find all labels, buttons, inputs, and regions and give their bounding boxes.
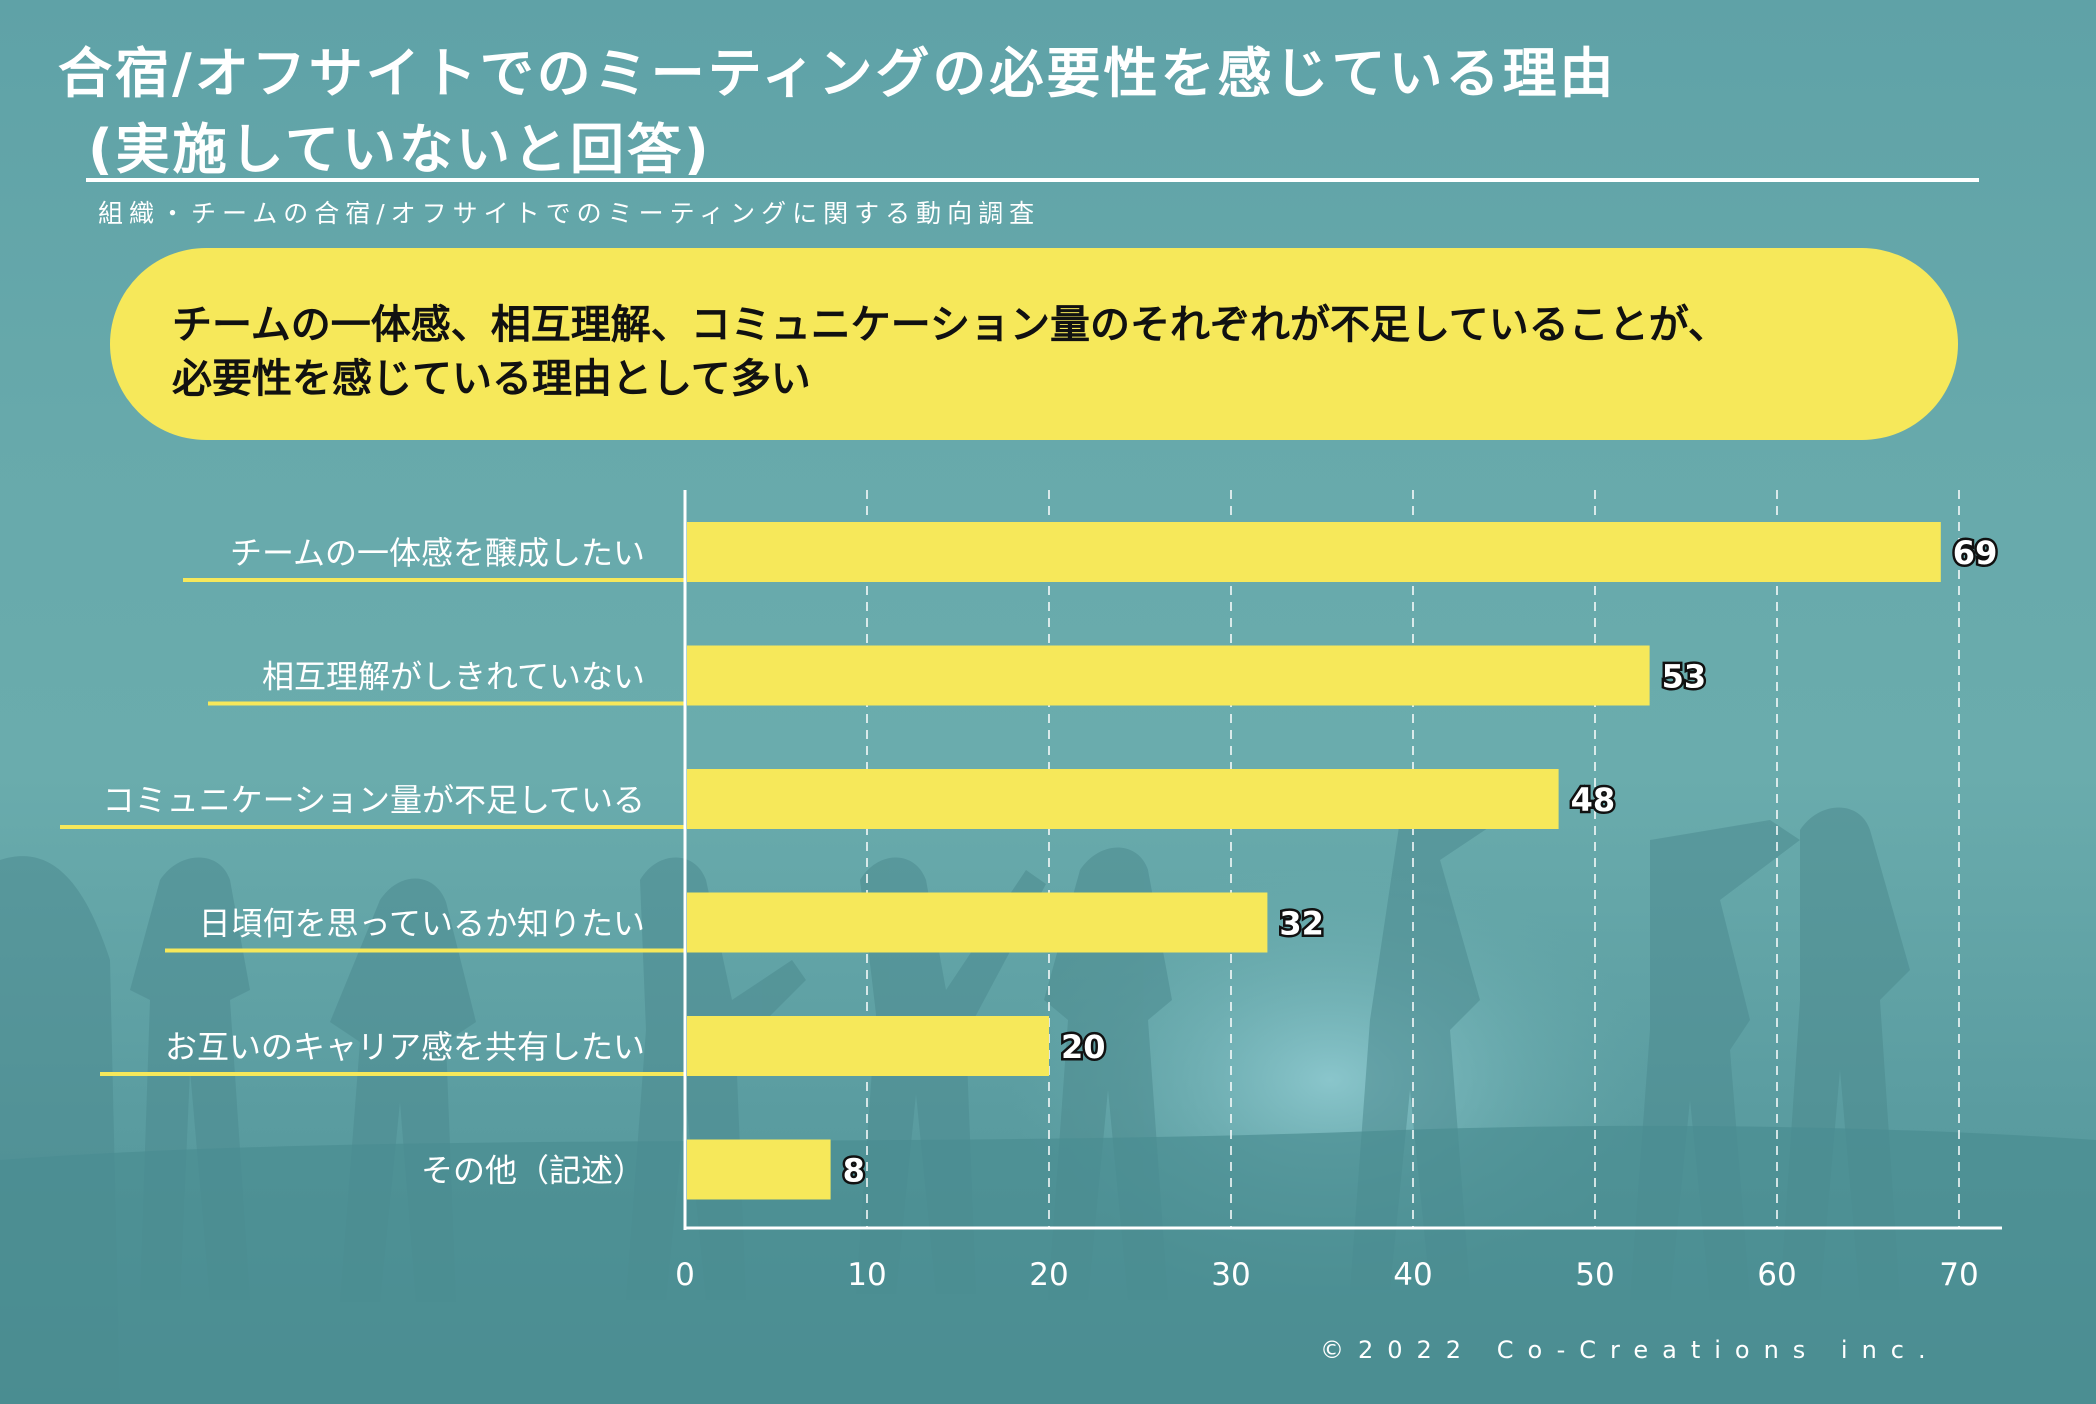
category-label: チームの一体感を醸成したい [230, 534, 645, 572]
bar [687, 1139, 831, 1200]
callout-text: チームの一体感、相互理解、コミュニケーション量のそれぞれが不足していることが、 … [172, 298, 1932, 406]
x-tick-label: 30 [1211, 1257, 1250, 1293]
data-label: 8 [843, 1152, 865, 1190]
category-label: コミュニケーション量が不足している [103, 781, 645, 819]
copyright: ©2022 Co-Creations inc. [1320, 1336, 1940, 1364]
labels: 0 10 20 30 40 50 60 70 チームの一体感を醸成したい 69 相互理解がしきれてい… [103, 532, 2000, 1294]
x-tick-label: 10 [847, 1257, 886, 1293]
x-tick-label: 40 [1393, 1257, 1432, 1293]
title-underline [86, 178, 1979, 182]
bars [687, 522, 1941, 1200]
x-tick-label: 50 [1575, 1257, 1614, 1293]
data-label: 32 [1279, 905, 1324, 943]
category-label: 日頃何を思っているか知りたい [199, 905, 645, 943]
bar [687, 645, 1650, 706]
bar [687, 769, 1559, 829]
data-label: 20 [1061, 1028, 1106, 1066]
bar [687, 892, 1268, 953]
category-label: お互いのキャリア感を共有したい [165, 1028, 645, 1066]
title-line-2: (実施していないと回答) [88, 118, 712, 181]
key-finding-callout: チームの一体感、相互理解、コミュニケーション量のそれぞれが不足していることが、 … [110, 248, 1958, 440]
page-title: 合宿/オフサイトでのミーティングの必要性を感じている理由 (実施していないと回答… [58, 36, 1978, 188]
axes [683, 490, 2002, 1230]
category-underlines [60, 578, 685, 1076]
x-tick-label: 0 [675, 1257, 695, 1293]
bar [687, 1016, 1049, 1076]
data-label: 48 [1571, 781, 1616, 819]
data-label: 69 [1953, 534, 1998, 572]
data-label: 53 [1662, 658, 1707, 696]
x-tick-label: 20 [1029, 1257, 1068, 1293]
gridlines [866, 490, 1960, 1228]
callout-line-2: 必要性を感じている理由として多い [172, 356, 811, 402]
category-label: その他（記述） [421, 1152, 645, 1190]
title-line-1: 合宿/オフサイトでのミーティングの必要性を感じている理由 [58, 42, 1617, 105]
x-tick-label: 60 [1757, 1257, 1796, 1293]
category-label: 相互理解がしきれていない [262, 658, 645, 696]
x-tick-label: 70 [1939, 1257, 1978, 1293]
ground [0, 1125, 2096, 1404]
survey-subtitle: 組織・チームの合宿/オフサイトでのミーティングに関する動向調査 [98, 199, 1041, 228]
callout-line-1: チームの一体感、相互理解、コミュニケーション量のそれぞれが不足していることが、 [172, 302, 1728, 348]
bar [687, 522, 1941, 582]
